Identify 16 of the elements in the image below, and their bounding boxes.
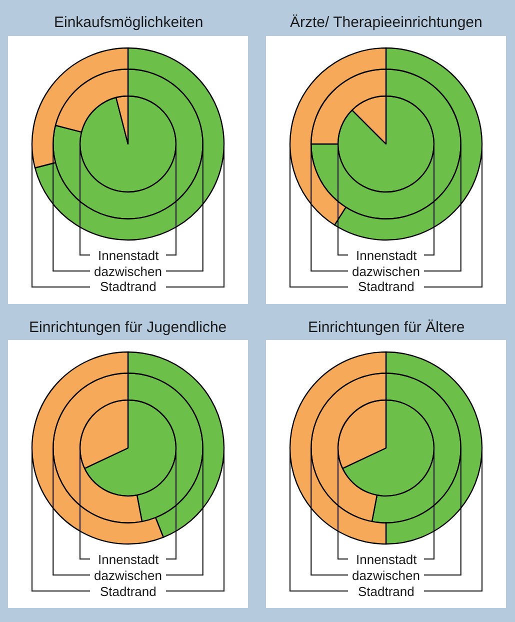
slice-label: dazwischen <box>94 264 162 279</box>
slice-label: dazwischen <box>352 568 420 583</box>
chart-title: Ärzte/ Therapieeinrichtungen <box>290 14 482 31</box>
chart-title: Einrichtungen für Ältere <box>308 319 465 336</box>
slice-label: dazwischen <box>352 264 420 279</box>
slice-label: Innenstadt <box>356 248 418 263</box>
slice-label: Stadtrand <box>358 584 414 599</box>
slice-label: Innenstadt <box>98 248 160 263</box>
slice-label: Stadtrand <box>100 584 156 599</box>
slice-label: Innenstadt <box>356 552 418 567</box>
chart-title: Einkaufsmöglichkeiten <box>54 14 204 31</box>
slice-label: dazwischen <box>94 568 162 583</box>
slice-label: Stadtrand <box>358 279 414 294</box>
slice-label: Innenstadt <box>98 552 160 567</box>
slice-label: Stadtrand <box>100 279 156 294</box>
chart-title: Einrichtungen für Jugendliche <box>29 319 227 336</box>
